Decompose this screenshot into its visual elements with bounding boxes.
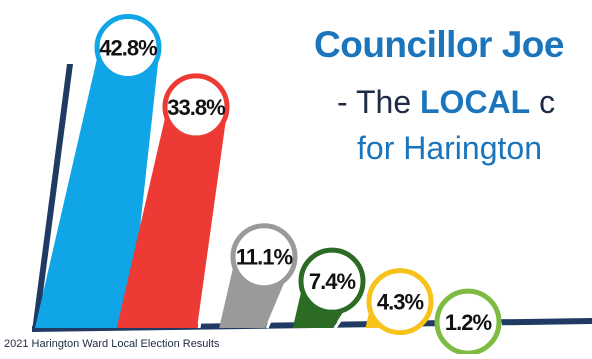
headline-line-2: - The LOCAL c	[337, 84, 555, 121]
value-bubble-5	[366, 268, 434, 336]
value-label-3: 11.1%	[236, 245, 293, 270]
headline-prefix: - The	[337, 84, 420, 120]
headline-place: for Harington	[357, 130, 542, 166]
value-bubble-3	[230, 223, 298, 291]
headline-name: Councillor Joe	[314, 24, 564, 65]
headline-emphasis: LOCAL	[420, 84, 531, 120]
headline-line-3: for Harington	[357, 130, 542, 167]
y-axis-line	[32, 64, 73, 331]
value-label-2: 33.8%	[167, 95, 225, 120]
headline-suffix: c	[530, 84, 556, 120]
bar-edge-2	[197, 108, 232, 329]
value-label-5: 4.3%	[377, 290, 424, 315]
headline-line-1: Councillor Joe	[314, 24, 564, 66]
bar-1	[35, 45, 160, 329]
value-bubble-1	[94, 14, 162, 82]
value-bubble-4	[298, 247, 366, 315]
source-note: 2021 Harington Ward Local Election Resul…	[4, 338, 220, 350]
value-label-1: 42.8%	[99, 36, 157, 61]
bar-2	[116, 104, 228, 328]
value-bubble-6	[434, 288, 502, 356]
value-label-6: 1.2%	[445, 310, 492, 335]
value-bubble-2	[162, 73, 230, 141]
value-label-4: 7.4%	[309, 269, 356, 294]
